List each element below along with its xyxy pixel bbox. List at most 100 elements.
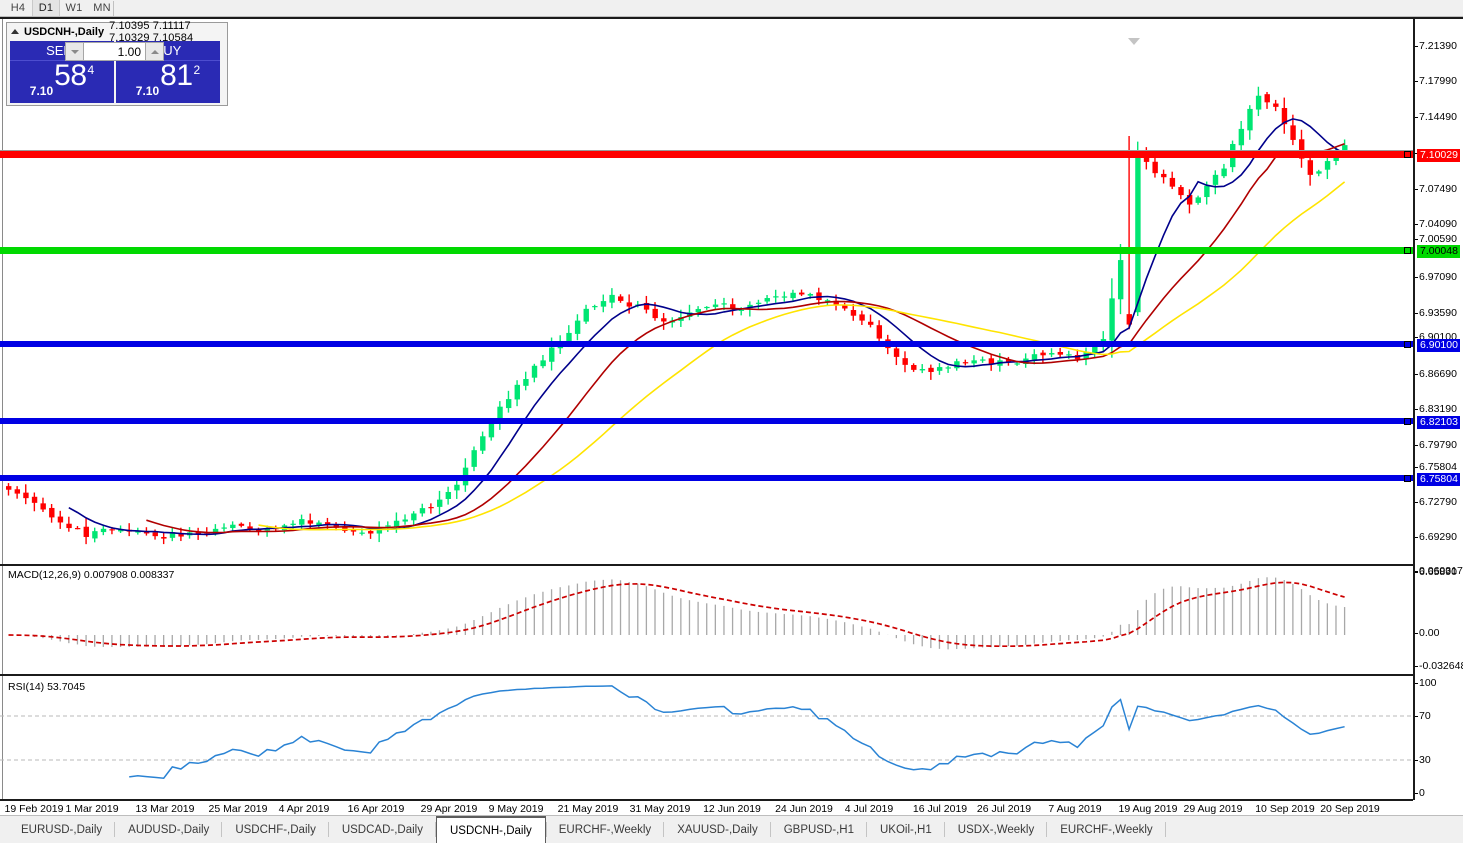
level-line-support-blue-1[interactable]: [0, 341, 1413, 347]
chart-left-rail: [0, 19, 3, 800]
buy-price-main: 81: [160, 59, 193, 92]
date-axis-tick: 1 Mar 2019: [65, 803, 119, 815]
rsi-axis-tick: 30: [1415, 754, 1431, 766]
collapse-caret-icon[interactable]: [11, 29, 19, 34]
price-axis-tick: 6.86690: [1415, 368, 1457, 380]
chart-tab-eurchf-weekly[interactable]: EURCHF-,Weekly: [545, 816, 665, 843]
price-axis-label-support-green: 7.00048: [1417, 245, 1460, 258]
price-axis-tick: 6.65890: [1415, 566, 1457, 578]
price-axis-label-support-blue-3: 6.75804: [1417, 473, 1460, 486]
price-axis-tick: 6.79790: [1415, 439, 1457, 451]
price-axis-tick: 6.83190: [1415, 403, 1457, 415]
sell-price-main: 58: [54, 59, 87, 92]
sell-price-prefix: 7.10: [29, 84, 54, 98]
buy-price: 7.10 81 2: [116, 61, 220, 103]
level-line-handle[interactable]: [1404, 151, 1411, 158]
moving-average-ma-mid: [146, 143, 1345, 534]
chart-tab-gbpusd-h1[interactable]: GBPUSD-,H1: [771, 816, 868, 843]
date-axis[interactable]: 19 Feb 2019 1 Mar 2019 13 Mar 2019 25 Mar 2…: [0, 800, 1413, 817]
chart-tab-usdx-weekly[interactable]: USDX-,Weekly: [945, 816, 1048, 843]
macd-axis-tick: 0.060317: [1415, 565, 1463, 577]
sell-price: 7.10 58 4: [10, 61, 114, 103]
macd-label: MACD(12,26,9) 0.007908 0.008337: [8, 569, 175, 581]
level-line-handle[interactable]: [1404, 247, 1411, 254]
date-axis-tick: 7 Aug 2019: [1048, 803, 1102, 815]
macd-axis-tick: -0.032648: [1414, 661, 1463, 671]
macd-axis-tick: 0.00: [1414, 627, 1440, 639]
date-axis-tick: 13 Mar 2019: [135, 803, 195, 815]
price-pane[interactable]: [0, 19, 1413, 562]
chevron-up-icon: [150, 49, 159, 54]
level-line-bid-line[interactable]: [0, 150, 1413, 151]
date-axis-tick: 29 Aug 2019: [1183, 803, 1243, 815]
date-axis-tick: 16 Apr 2019: [347, 803, 405, 815]
rsi-axis-tick: 70: [1415, 710, 1431, 722]
date-axis-tick: 20 Sep 2019: [1320, 803, 1380, 815]
date-axis-tick: 10 Sep 2019: [1255, 803, 1315, 815]
price-axis-tick: 7.00590: [1415, 233, 1457, 245]
chevron-down-icon: [70, 49, 79, 54]
price-axis-label-resistance-red: 7.10029: [1417, 149, 1460, 162]
price-axis-tick: 6.90100: [1415, 331, 1457, 343]
price-axis[interactable]: 7.213907.179907.144907.109907.074907.040…: [1413, 19, 1463, 800]
macd-pane[interactable]: MACD(12,26,9) 0.007908 0.008337: [0, 564, 1413, 676]
date-axis-tick: 24 Jun 2019: [775, 803, 833, 815]
chart-tab-audusd-daily[interactable]: AUDUSD-,Daily: [115, 816, 223, 843]
chart-tab-eurchf-weekly[interactable]: EURCHF-,Weekly: [1047, 816, 1167, 843]
level-line-support-blue-3[interactable]: [0, 475, 1413, 481]
one-click-trading-panel[interactable]: USDCNH-,Daily 7.10395 7.11117 7.10329 7.…: [6, 19, 228, 106]
level-line-support-blue-2[interactable]: [0, 418, 1413, 424]
price-axis-tick: 6.69290: [1415, 531, 1457, 543]
level-line-handle[interactable]: [1404, 475, 1411, 482]
timeframe-tab-h4[interactable]: H4: [10, 2, 26, 14]
price-axis-tick: 6.75804: [1415, 461, 1457, 473]
chart-area[interactable]: MACD(12,26,9) 0.007908 0.008337 RSI(14) …: [0, 17, 1463, 817]
timeframe-tab-mn[interactable]: MN: [93, 2, 111, 14]
level-line-handle[interactable]: [1404, 418, 1411, 425]
volume-stepper[interactable]: 1.00: [65, 42, 164, 61]
price-axis-label-support-blue-1: 6.90100: [1417, 339, 1460, 352]
rsi-label: RSI(14) 53.7045: [8, 681, 86, 693]
timeframe-tab-d1[interactable]: D1: [32, 0, 60, 16]
date-axis-tick: 21 May 2019: [557, 803, 619, 815]
chart-tab-bar[interactable]: EURUSD-,Daily AUDUSD-,Daily USDCHF-,Daily U…: [0, 815, 1463, 843]
rsi-pane[interactable]: RSI(14) 53.7045: [0, 678, 1413, 800]
date-axis-tick: 4 Apr 2019: [278, 803, 330, 815]
level-line-support-green[interactable]: [0, 247, 1413, 254]
rsi-line: [129, 685, 1345, 779]
date-axis-tick: 9 May 2019: [488, 803, 544, 815]
chart-tab-eurusd-daily[interactable]: EURUSD-,Daily: [8, 816, 116, 843]
price-axis-tick: 6.93590: [1415, 307, 1457, 319]
price-axis-tick: 7.21390: [1415, 40, 1457, 52]
timeframe-toolbar: H4 D1 W1 MN: [0, 0, 1463, 17]
date-axis-tick: 26 Jul 2019: [976, 803, 1032, 815]
buy-price-prefix: 7.10: [135, 84, 160, 98]
price-axis-tick: 6.72790: [1415, 496, 1457, 508]
moving-average-ma-fast: [68, 118, 1345, 536]
date-axis-tick: 16 Jul 2019: [912, 803, 968, 815]
price-axis-label-support-blue-2: 6.82103: [1417, 416, 1460, 429]
chart-tab-usdcnh-daily[interactable]: USDCNH-,Daily: [435, 816, 546, 843]
date-axis-tick: 29 Apr 2019: [420, 803, 478, 815]
moving-average-ma-slow: [258, 181, 1346, 531]
level-line-handle[interactable]: [1404, 341, 1411, 348]
volume-decrease-button[interactable]: [65, 42, 84, 61]
macd-signal-line: [8, 581, 1345, 648]
macd-plot: [8, 577, 1346, 650]
date-axis-tick: 25 Mar 2019: [208, 803, 268, 815]
date-axis-tick: 4 Jul 2019: [844, 803, 894, 815]
chart-tab-usdchf-daily[interactable]: USDCHF-,Daily: [222, 816, 329, 843]
chart-top-marker-icon: [1128, 38, 1140, 45]
volume-input[interactable]: 1.00: [84, 42, 145, 61]
price-axis-tick: 7.04090: [1415, 218, 1457, 230]
chart-tab-xauusd-daily[interactable]: XAUUSD-,Daily: [664, 816, 771, 843]
chart-tab-usdcad-daily[interactable]: USDCAD-,Daily: [329, 816, 437, 843]
rsi-plot: [0, 685, 1413, 779]
level-line-resistance-red[interactable]: [0, 151, 1413, 158]
ohlc-values: 7.10395 7.11117 7.10329 7.10584: [109, 19, 194, 44]
volume-increase-button[interactable]: [145, 42, 164, 61]
chart-tab-list: EURUSD-,Daily AUDUSD-,Daily USDCHF-,Daily U…: [8, 816, 1167, 843]
timeframe-tab-w1[interactable]: W1: [65, 2, 83, 14]
chart-tab-ukoil-h1[interactable]: UKOil-,H1: [867, 816, 945, 843]
chart-symbol-label: USDCNH-,Daily: [24, 25, 105, 38]
